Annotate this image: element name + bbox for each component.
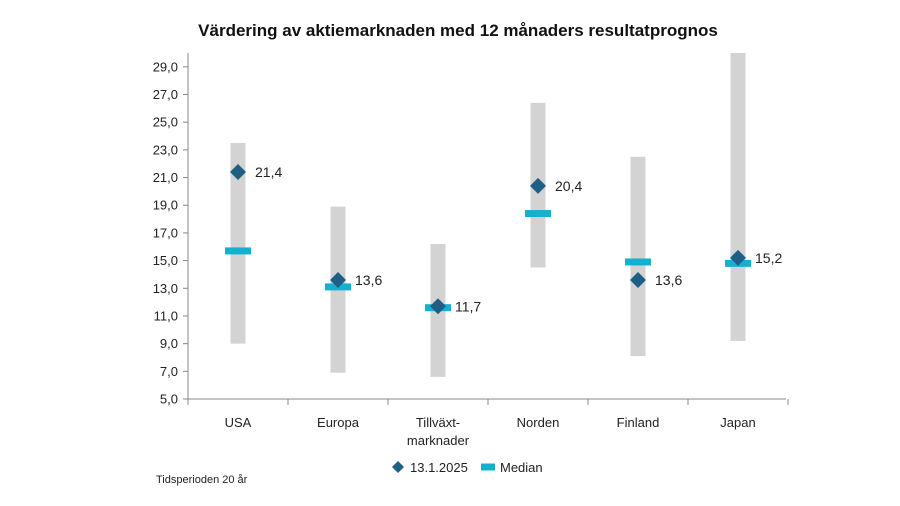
diamond-marker bbox=[730, 249, 746, 266]
x-category-label: marknader bbox=[407, 433, 470, 448]
diamond-marker bbox=[530, 177, 546, 194]
y-tick-label: 15,0 bbox=[153, 253, 178, 268]
chart-title: Värdering av aktiemarknaden med 12 månad… bbox=[198, 21, 718, 40]
y-tick-label: 17,0 bbox=[153, 225, 178, 240]
plot-area: 5,0 7,0 9,0 11,0 13,0 15,0 17,0 19,0 21,0 23,0 25,… bbox=[153, 53, 789, 448]
median-marker bbox=[625, 258, 651, 266]
y-tick-label: 7,0 bbox=[160, 364, 178, 379]
range-bar bbox=[230, 142, 246, 344]
y-tick-label: 29,0 bbox=[153, 59, 178, 74]
median-marker bbox=[225, 247, 251, 255]
diamond-marker bbox=[230, 164, 246, 181]
footnote: Tidsperioden 20 år bbox=[156, 474, 248, 486]
y-tick-label: 11,0 bbox=[154, 308, 178, 323]
y-tick-label: 13,0 bbox=[153, 281, 178, 296]
x-category-label: Japan bbox=[720, 415, 755, 430]
range-bar bbox=[730, 53, 746, 341]
legend-label: 13.1.2025 bbox=[410, 460, 468, 475]
x-category-label: Tillväxt- bbox=[416, 415, 460, 430]
data-label: 20,4 bbox=[555, 178, 582, 194]
diamond-marker bbox=[330, 271, 346, 288]
data-label: 11,7 bbox=[455, 298, 481, 314]
diamond-marker bbox=[430, 298, 446, 315]
data-label: 15,2 bbox=[755, 250, 782, 266]
y-tick-label: 5,0 bbox=[160, 392, 178, 407]
x-category-label: USA bbox=[225, 415, 252, 430]
y-tick-label: 9,0 bbox=[160, 336, 178, 351]
legend-diamond-icon bbox=[392, 461, 404, 473]
legend: 13.1.2025 Median bbox=[392, 460, 543, 475]
y-tick-label: 21,0 bbox=[153, 170, 178, 185]
diamond-marker bbox=[630, 271, 646, 288]
data-label: 13,6 bbox=[655, 272, 682, 288]
x-category-label: Finland bbox=[617, 415, 660, 430]
y-tick-label: 23,0 bbox=[153, 142, 178, 157]
y-tick-label: 25,0 bbox=[153, 115, 178, 130]
data-label: 21,4 bbox=[255, 164, 282, 180]
y-tick-label: 27,0 bbox=[153, 87, 178, 102]
x-category-label: Norden bbox=[517, 415, 560, 430]
x-category-label: Europa bbox=[317, 415, 360, 430]
y-tick-label: 19,0 bbox=[153, 198, 178, 213]
legend-median-icon bbox=[481, 463, 495, 471]
median-marker bbox=[525, 210, 551, 218]
range-bar bbox=[630, 156, 646, 357]
legend-label: Median bbox=[500, 460, 543, 475]
data-label: 13,6 bbox=[355, 272, 382, 288]
